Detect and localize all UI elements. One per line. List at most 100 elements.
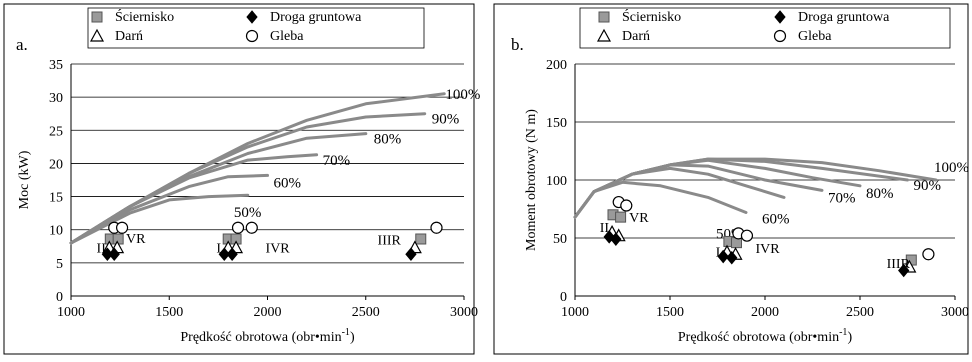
point-circle (620, 199, 633, 212)
point-diamond (898, 263, 910, 278)
legend-marker-diamond (246, 10, 258, 24)
legend-label: Gleba (798, 29, 832, 44)
y-axis-label: Moc (kW) (17, 150, 32, 209)
curve-label: 80% (374, 132, 402, 148)
point-diamond (717, 249, 729, 264)
point-diamond (108, 247, 120, 262)
legend-marker-square (598, 11, 610, 23)
legend-label: Gleba (270, 29, 304, 44)
curve-50pct (69, 193, 250, 245)
point-square (615, 211, 627, 223)
x-tick-label: 2500 (846, 305, 874, 320)
curve-label: 100% (445, 87, 480, 103)
legend-box (87, 7, 425, 49)
x-tick-label: 3000 (450, 305, 478, 320)
point-circle (245, 221, 258, 234)
y-tick-label: 10 (49, 224, 63, 239)
curve-label: 70% (828, 190, 856, 206)
legend-marker-triangle (89, 28, 105, 42)
x-axis-label-main: Prędkość obrotowa (obr•min (678, 330, 839, 345)
point-circle (115, 221, 129, 234)
panel-label: a. (16, 35, 28, 54)
chart-panel-b: 0 50 100 150 200 1000 1500 2000 2500 3000 Moment o… (493, 3, 969, 355)
x-tick-label: 2500 (352, 305, 380, 320)
curve-60pct (69, 173, 269, 245)
legend-label: Darń (115, 29, 143, 44)
y-tick-label: 25 (49, 124, 63, 139)
x-axis-label-exponent: -1 (839, 327, 847, 338)
point-label: IIIR (887, 257, 911, 272)
curve-50pct (573, 180, 748, 219)
point-label: IVR (756, 242, 781, 257)
point-square (415, 233, 427, 245)
legend-marker-square (91, 11, 103, 23)
point-label: II (97, 241, 107, 256)
x-tick-label: 3000 (941, 305, 969, 320)
point-circle (740, 229, 754, 242)
y-tick-label: 0 (56, 290, 63, 305)
y-tick-label: 0 (560, 290, 567, 305)
point-circle (231, 221, 245, 234)
x-tick-label: 1000 (57, 305, 85, 320)
curve-label: 90% (914, 178, 942, 194)
legend-label: Ścierniskо (115, 8, 174, 25)
legend-box (579, 7, 951, 49)
y-tick-label: 5 (56, 257, 63, 272)
x-tick-label: 1500 (155, 305, 183, 320)
x-tick-label: 2000 (751, 305, 779, 320)
x-tick-label: 1500 (656, 305, 684, 320)
panel-label: b. (511, 35, 524, 54)
y-tick-label: 100 (546, 174, 567, 189)
point-label: I (716, 246, 721, 261)
x-axis-label-exponent: -1 (342, 327, 350, 338)
x-axis-label-close: ) (847, 330, 852, 345)
point-label: IVR (266, 241, 291, 256)
legend-label: Ściernisko (622, 8, 681, 25)
point-diamond (610, 232, 622, 246)
x-axis-label: Prędkość obrotowa (obr•min-1) (678, 327, 853, 345)
legend-label: Darń (622, 29, 650, 44)
y-tick-label: 150 (546, 116, 567, 131)
y-tick-label: 15 (49, 191, 63, 206)
point-label: II (600, 221, 610, 236)
curve-label: 60% (762, 211, 790, 227)
curve-70pct (69, 153, 319, 245)
chart-panel-a: 0 5 10 15 20 25 30 35 1000 1500 2000 2500 3000 Moc (k… (3, 3, 480, 355)
point-diamond (405, 247, 417, 262)
x-axis-label-main: Prędkość obrotowa (obr•min (180, 330, 341, 345)
curve-label: 60% (274, 175, 302, 191)
point-circle (430, 221, 443, 234)
curve-label: 100% (934, 160, 969, 176)
y-tick-label: 200 (546, 58, 567, 73)
y-tick-label: 35 (49, 58, 63, 73)
point-diamond (218, 247, 230, 262)
point-circle (922, 248, 935, 261)
y-tick-label: 20 (49, 157, 63, 172)
curve-label: 80% (866, 186, 894, 202)
x-axis-label: Prędkość obrotowa (obr•min-1) (180, 327, 355, 345)
y-tick-label: 50 (553, 232, 567, 247)
curve-label: 50% (234, 205, 262, 221)
x-axis-label-close: ) (350, 330, 355, 345)
y-tick-label: 30 (49, 91, 63, 106)
legend-label: Droga gruntowa (270, 10, 362, 25)
curve-label: 70% (323, 153, 351, 169)
panel-frame (3, 3, 475, 355)
y-axis-label: Moment obrotowy (N m) (524, 109, 539, 251)
point-label: IIIR (378, 233, 402, 248)
legend-marker-triangle (596, 28, 612, 42)
x-tick-label: 1000 (561, 305, 589, 320)
point-label: VR (629, 211, 649, 226)
point-diamond (226, 247, 238, 262)
legend-marker-diamond (774, 10, 786, 24)
legend-marker-circle (773, 29, 787, 43)
legend-label: Droga gruntowa (798, 10, 890, 25)
point-label: VR (126, 232, 146, 247)
point-diamond (726, 250, 738, 265)
curve-label: 90% (432, 112, 460, 128)
legend-marker-circle (245, 29, 259, 43)
panel-frame (493, 3, 969, 355)
point-label: I (216, 241, 221, 256)
x-tick-label: 2000 (254, 305, 282, 320)
